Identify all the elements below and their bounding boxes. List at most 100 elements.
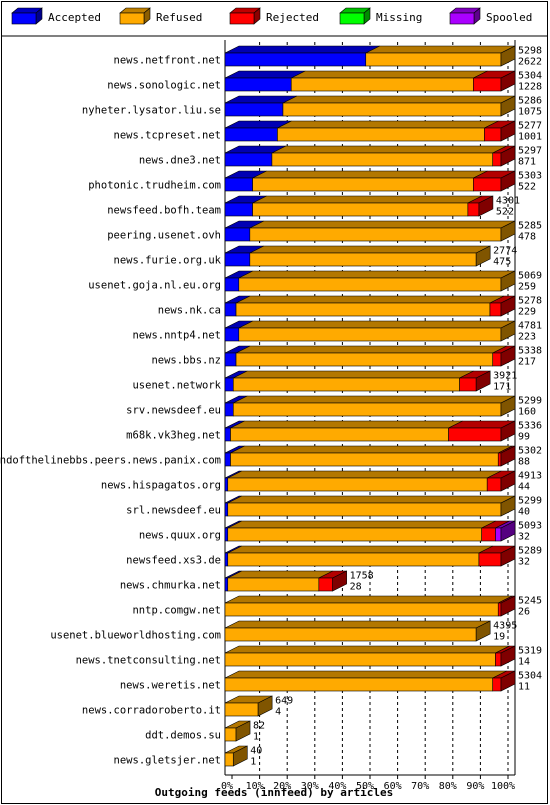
bar-segment-refused	[252, 195, 483, 217]
category-label: ddt.demos.su	[145, 730, 221, 742]
category-label: news.tnetconsulting.net	[76, 655, 221, 667]
bar-end-face	[332, 570, 347, 592]
category-label: m68k.vk3heg.net	[126, 430, 221, 442]
bar-segment-refused	[249, 220, 516, 242]
bar-end-face	[500, 445, 516, 467]
accepted-count-label: 44	[518, 482, 530, 493]
bar-end-face	[500, 95, 516, 117]
x-tick-label: 90%	[466, 781, 484, 792]
accepted-count-label: 40	[518, 507, 530, 518]
bar-segment-refused	[224, 645, 510, 667]
bar-end-face	[232, 745, 248, 767]
bar-segment-refused	[277, 120, 499, 142]
bar-segment-refused	[235, 345, 507, 367]
bar-end-face	[500, 395, 516, 417]
bar-segment-refused	[232, 370, 474, 392]
category-label: news.gletsjer.net	[114, 755, 221, 767]
accepted-count-label: 28	[350, 582, 362, 593]
offered-count-label: 40	[250, 746, 262, 757]
bar-segment-refused	[230, 420, 463, 442]
bar-row-endofthelinebbs-peers-news-panix-com: endofthelinebbs.peers.news.panix.com 5302…	[0, 446, 542, 468]
x-tick-label: 60%	[384, 781, 402, 792]
category-label: news.quux.org	[139, 530, 221, 542]
accepted-count-label: 229	[518, 307, 536, 318]
bar-segment-refused	[227, 570, 333, 592]
offered-count-label: 5319	[518, 646, 542, 657]
bar-segment-refused	[365, 45, 516, 67]
x-tick-label: 30%	[301, 781, 319, 792]
accepted-count-label: 522	[496, 207, 514, 218]
category-label: photonic.trudheim.com	[88, 180, 221, 192]
bar-segment-rejected	[448, 420, 516, 442]
bar-segment-refused	[282, 95, 516, 117]
offered-count-label: 5299	[518, 496, 542, 507]
category-label: nntp.comgw.net	[132, 605, 221, 617]
accepted-count-label: 478	[518, 232, 536, 243]
offered-count-label: 2774	[493, 246, 517, 257]
x-tick-label: 100%	[491, 781, 515, 792]
x-tick-label: 0%	[221, 781, 233, 792]
bar-segment-refused	[227, 470, 502, 492]
bar-end-face	[500, 545, 516, 567]
legend-swatch	[11, 7, 43, 25]
x-tick-label: 50%	[356, 781, 374, 792]
bar-segment-accepted	[224, 145, 287, 167]
bar-segment-refused	[271, 145, 507, 167]
x-tick-label: 20%	[273, 781, 291, 792]
offered-count-label: 5289	[518, 546, 542, 557]
bar-row-news-gletsjer-net: news.gletsjer.net 401	[114, 746, 263, 768]
bar-end-face	[500, 70, 516, 92]
offered-count-label: 5278	[518, 296, 542, 307]
category-label: usenet.blueworldhosting.com	[50, 630, 221, 642]
category-label: endofthelinebbs.peers.news.panix.com	[0, 455, 221, 467]
bar-segment-accepted	[224, 195, 267, 217]
offered-count-label: 4395	[493, 621, 517, 632]
accepted-count-label: 871	[518, 157, 536, 168]
category-label: news.corradoroberto.it	[82, 705, 221, 717]
bar-segment-rejected	[459, 370, 491, 392]
bar-end-face	[475, 620, 491, 642]
legend-item-refused: Refused	[119, 7, 202, 25]
legend-label: Rejected	[266, 11, 319, 24]
category-label: news.weretis.net	[120, 680, 221, 692]
bar-segment-accepted	[224, 45, 380, 67]
category-label: srv.newsdeef.eu	[126, 405, 221, 417]
bar-segment-rejected	[478, 545, 516, 567]
bar-segment-refused	[290, 70, 488, 92]
bar-segment-refused	[230, 445, 513, 467]
bar-end-face	[500, 170, 516, 192]
chart-title: Outgoing feeds (innfeed) by articles	[155, 786, 393, 799]
offered-count-label: 5245	[518, 596, 542, 607]
offered-count-label: 5286	[518, 96, 542, 107]
bar-segment-rejected	[481, 520, 510, 542]
bar-end-face	[500, 520, 516, 542]
category-label: news.chmurka.net	[120, 580, 221, 592]
bar-end-face	[475, 370, 491, 392]
category-label: nyheter.lysator.liu.se	[82, 105, 221, 117]
offered-count-label: 5302	[518, 446, 542, 457]
accepted-count-label: 11	[518, 682, 530, 693]
legend-item-accepted: Accepted	[11, 7, 101, 25]
bar-end-face	[500, 420, 516, 442]
category-label: usenet.network	[132, 380, 221, 392]
bar-end-face	[500, 345, 516, 367]
bar-segment-refused	[238, 270, 516, 292]
legend-label: Accepted	[48, 11, 101, 24]
offered-count-label: 5093	[518, 521, 542, 532]
